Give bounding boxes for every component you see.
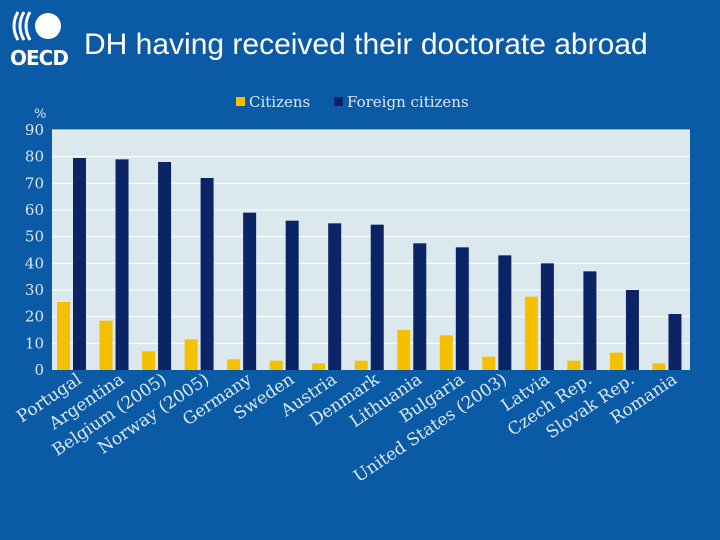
bar-citizens <box>567 360 581 370</box>
y-tick-label: 0 <box>34 361 44 379</box>
bar-foreign-citizens <box>583 271 597 370</box>
bar-foreign-citizens <box>285 220 299 370</box>
y-tick-label: 40 <box>25 254 44 272</box>
oecd-logo: OECD <box>4 8 70 70</box>
bar-citizens <box>482 356 496 370</box>
bar-foreign-citizens <box>498 255 512 370</box>
bar-citizens <box>227 359 241 370</box>
bar-citizens <box>142 351 156 370</box>
bar-citizens <box>524 296 538 370</box>
legend-label: Citizens <box>249 93 310 111</box>
bar-citizens <box>439 335 453 370</box>
y-tick-label: 50 <box>25 228 44 246</box>
y-axis-label: % <box>34 107 46 122</box>
bar-citizens <box>99 320 113 370</box>
logo-text: OECD <box>10 46 69 70</box>
bar-foreign-citizens <box>73 158 86 370</box>
bar-foreign-citizens <box>243 212 257 370</box>
y-tick-label: 10 <box>25 334 44 352</box>
bar-citizens <box>184 339 198 370</box>
bar-foreign-citizens <box>625 290 639 370</box>
bar-foreign-citizens <box>200 178 214 370</box>
y-tick-label: 90 <box>25 121 44 139</box>
bar-foreign-citizens <box>370 224 384 370</box>
bar-citizens <box>609 352 623 370</box>
legend-label: Foreign citizens <box>347 93 469 111</box>
bar-foreign-citizens <box>413 243 427 370</box>
y-tick-label: 20 <box>25 308 44 326</box>
bar-citizens <box>57 302 70 370</box>
y-tick-label: 70 <box>25 174 44 192</box>
bar-citizens <box>269 360 283 370</box>
bar-foreign-citizens <box>115 159 129 370</box>
y-tick-label: 80 <box>25 148 44 166</box>
bar-foreign-citizens <box>158 162 172 370</box>
bar-citizens <box>397 330 411 370</box>
bar-foreign-citizens <box>328 223 342 370</box>
bar-citizens <box>354 360 368 370</box>
y-tick-label: 60 <box>25 201 44 219</box>
legend-swatch <box>236 97 245 106</box>
bar-foreign-citizens <box>455 247 469 370</box>
y-tick-label: 30 <box>25 281 44 299</box>
slide-title: DH having received their doctorate abroa… <box>84 28 648 61</box>
bar-citizens <box>312 363 326 370</box>
bar-foreign-citizens <box>668 314 682 370</box>
legend-swatch <box>334 97 343 106</box>
bar-citizens <box>652 363 666 370</box>
bar-foreign-citizens <box>540 263 554 370</box>
oecd-emblem-icon <box>12 11 61 41</box>
